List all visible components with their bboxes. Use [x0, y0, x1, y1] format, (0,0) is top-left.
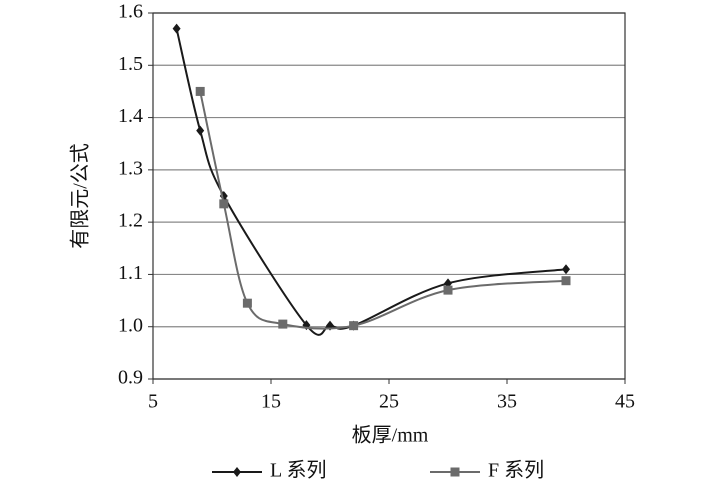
x-tick-label: 45 — [615, 391, 635, 413]
y-tick-label: 1.4 — [118, 105, 143, 127]
y-tick-label: 1.6 — [118, 1, 143, 23]
plot-frame — [152, 12, 626, 380]
y-tick-label: 1.2 — [118, 210, 143, 232]
data-point — [172, 23, 181, 34]
x-axis-label: 板厚/mm — [352, 424, 429, 447]
y-tick-label: 1.3 — [118, 157, 143, 179]
data-point — [561, 276, 571, 286]
x-tick-label: 25 — [379, 391, 399, 413]
x-tick-label: 35 — [497, 391, 517, 413]
y-tick-label: 1.0 — [118, 314, 143, 336]
data-point — [278, 319, 288, 329]
y-tick-label: 1.1 — [118, 262, 143, 284]
legend-label: L 系列 — [270, 459, 326, 482]
x-tick-label: 15 — [261, 391, 281, 413]
series-line — [175, 28, 567, 336]
legend-label: F 系列 — [488, 459, 544, 482]
data-point — [195, 86, 205, 96]
y-tick-label: 1.5 — [118, 53, 143, 75]
series-line — [199, 91, 567, 330]
legend-marker — [450, 467, 460, 477]
y-tick-label: 0.9 — [118, 367, 143, 389]
legend-marker — [233, 467, 241, 477]
data-point — [443, 285, 453, 295]
x-tick-label: 5 — [148, 391, 158, 413]
data-point — [242, 298, 252, 308]
data-point — [349, 321, 359, 331]
data-point — [562, 264, 570, 275]
data-point — [219, 199, 229, 209]
data-point — [196, 125, 205, 136]
y-axis-label: 有限元/公式 — [69, 143, 92, 249]
